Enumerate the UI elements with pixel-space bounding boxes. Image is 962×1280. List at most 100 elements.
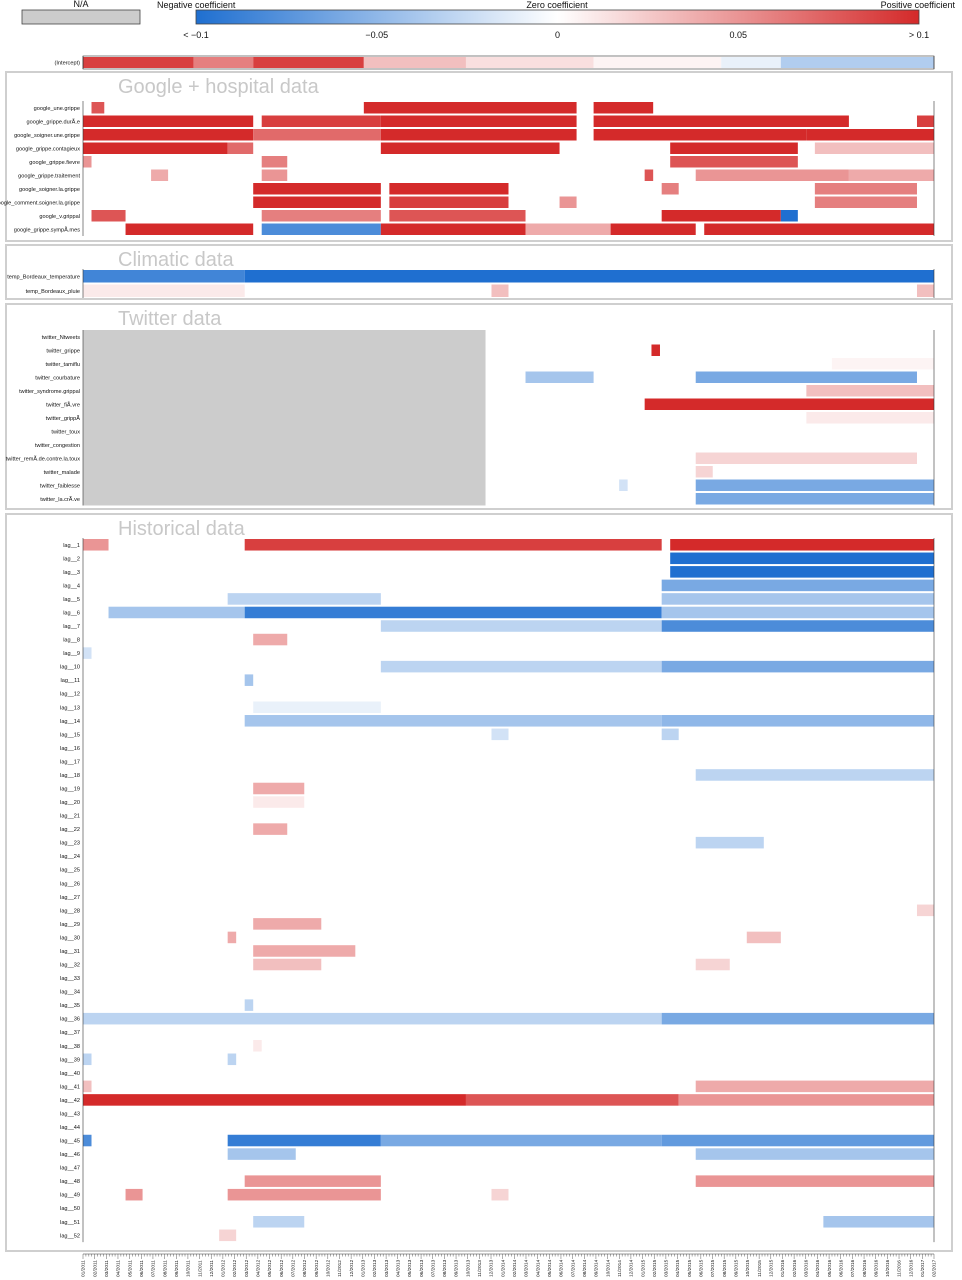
heatmap-cell	[695, 371, 917, 383]
heatmap-cell	[695, 836, 764, 849]
row-label: lag__1	[63, 543, 80, 549]
heatmap-cell	[670, 539, 934, 551]
row-label: lag__33	[60, 976, 80, 982]
heatmap-cell	[695, 958, 730, 971]
row-lag__3: lag__3	[63, 566, 934, 578]
section-1: Google + hospital data google_une.grippeg…	[0, 71, 953, 242]
heatmap-cell	[661, 183, 679, 195]
heatmap-cell	[253, 796, 305, 808]
legend-tick-label: 0	[555, 30, 560, 40]
heatmap-cell	[83, 1012, 662, 1025]
x-tick-label: 11/2016	[897, 1260, 903, 1277]
x-tick-label: 07/2014	[570, 1259, 576, 1277]
heatmap-cell	[465, 57, 594, 68]
row-label: twitter_tamiflu	[45, 362, 80, 368]
heatmap-cell	[380, 223, 526, 235]
heatmap-cell	[670, 566, 934, 578]
row-label: google_soigner.une.grippe	[14, 133, 80, 139]
heatmap-cell	[380, 129, 577, 141]
row-label: twitter_congestion	[35, 443, 80, 449]
row-lag__31: lag__31	[60, 945, 356, 957]
row-twitter_courbature: twitter_courbature	[35, 371, 917, 383]
x-tick-label: 08/2014	[582, 1259, 588, 1277]
legend: N/A Negative coefficient Zero coefficien…	[21, 0, 955, 40]
row-lag__24: lag__24	[60, 854, 80, 860]
row-label: lag__2	[63, 556, 80, 562]
heatmap-cell	[261, 156, 288, 168]
heatmap-cell	[695, 1148, 934, 1160]
row-lag__4: lag__4	[63, 579, 934, 592]
heatmap-cell	[823, 1216, 934, 1228]
row-lag__41: lag__41	[60, 1080, 934, 1093]
heatmap-cell	[253, 945, 356, 957]
heatmap-cell	[227, 1053, 237, 1066]
x-tick-label: 02/2014	[512, 1259, 518, 1277]
legend-negative-label: Negative coefficient	[157, 0, 236, 10]
row-label: lag__29	[60, 922, 80, 928]
heatmap-cell	[695, 479, 934, 491]
heatmap-cell	[244, 999, 254, 1011]
x-tick-label: 11/2012	[337, 1260, 343, 1277]
x-tick-label: 03/2013	[384, 1259, 390, 1277]
heatmap-cell	[491, 1188, 509, 1201]
x-tick-label: 03/2012	[244, 1259, 250, 1277]
row-label: lag__42	[60, 1098, 80, 1104]
row-label: google_comment.soigner.la.grippe	[0, 200, 80, 206]
x-tick-label: 05/2013	[407, 1259, 413, 1277]
row-label: lag__36	[60, 1017, 80, 1023]
row-label: lag__26	[60, 881, 80, 887]
row-lag__48: lag__48	[60, 1175, 934, 1187]
heatmap-cell	[253, 183, 381, 195]
row-lag__49: lag__49	[60, 1188, 509, 1201]
row-label: lag__46	[60, 1152, 80, 1158]
heatmap-cell	[253, 57, 364, 68]
heatmap-cell	[83, 156, 92, 168]
heatmap-cell	[253, 129, 381, 141]
section-title: Google + hospital data	[118, 76, 320, 98]
row-label: lag__17	[60, 759, 80, 765]
row-label: lag__28	[60, 908, 80, 914]
row-label: lag__31	[60, 949, 80, 955]
heatmap-cell	[695, 1080, 934, 1093]
row-twitter_toux: twitter_toux	[51, 429, 80, 435]
heatmap-cell	[83, 1134, 92, 1147]
row-lag__9: lag__9	[63, 647, 92, 659]
heatmap-cell	[389, 210, 526, 222]
row-twitter_congestion: twitter_congestion	[35, 443, 80, 449]
heatmap-cell	[83, 57, 194, 68]
x-tick-label: 06/2016	[838, 1259, 844, 1277]
row-label: lag__6	[63, 610, 80, 616]
row-google_grippe.traitement: google_grippe.traitement	[18, 169, 934, 181]
heatmap-cell	[670, 552, 934, 565]
row-lag__44: lag__44	[60, 1125, 80, 1131]
heatmap-cell	[380, 660, 662, 673]
row-lag__13: lag__13	[60, 701, 381, 714]
x-tick-label: 07/2015	[710, 1259, 716, 1277]
x-tick-label: 03/2011	[104, 1260, 110, 1277]
row-twitter_la.crÃ.ve: twitter_la.crÃ.ve	[40, 493, 934, 505]
heatmap-cell	[253, 196, 381, 208]
na-region	[83, 330, 486, 506]
heatmap-cell	[83, 1080, 92, 1093]
x-tick-label: 12/2016	[908, 1259, 914, 1277]
row-label: lag__4	[63, 583, 80, 589]
x-tick-label: 12/2014	[629, 1259, 635, 1277]
heatmap-cell	[916, 904, 934, 917]
row-twitter_tamiflu: twitter_tamiflu	[45, 358, 934, 370]
row-label: lag__19	[60, 786, 80, 792]
section-frame	[5, 513, 953, 1252]
heatmap-cell	[806, 385, 934, 397]
x-tick-label: 03/2014	[524, 1259, 530, 1277]
heatmap-cell	[814, 183, 917, 195]
heatmap-cell	[491, 284, 509, 297]
row-lag__11: lag__11	[61, 674, 254, 686]
heatmap-cell	[661, 728, 679, 741]
heatmap-cell	[661, 210, 781, 222]
heatmap-cell	[651, 344, 660, 356]
intercept-frame	[82, 55, 935, 70]
legend-tick-label: 0.05	[729, 30, 747, 40]
heatmap-cell	[380, 142, 560, 154]
x-tick-label: 03/2016	[803, 1259, 809, 1277]
row-label: lag__21	[60, 814, 80, 820]
x-tick-label: 07/2013	[430, 1259, 436, 1277]
